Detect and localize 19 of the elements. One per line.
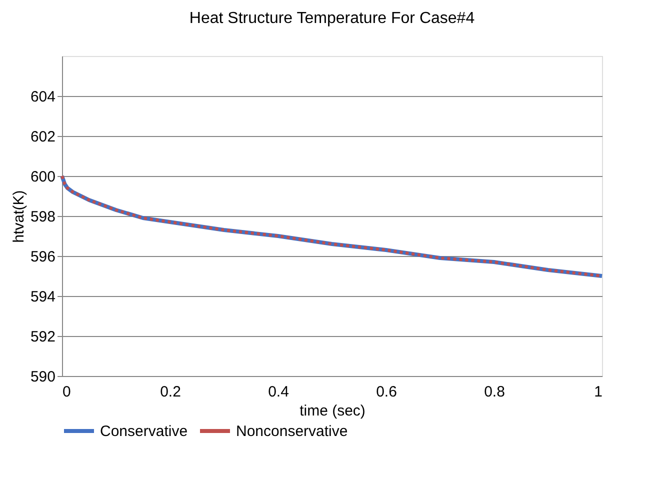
x-tick-label: 1 [594, 384, 602, 400]
y-tick-label: 604 [30, 88, 56, 106]
y-tick-label: 590 [30, 368, 56, 386]
y-tick-label: 598 [30, 208, 56, 226]
y-tick-label: 600 [30, 168, 56, 186]
x-axis-title: time (sec) [300, 402, 366, 420]
y-tick-label: 594 [30, 288, 56, 306]
x-tick-label: 0.8 [484, 384, 505, 400]
y-tick-label: 602 [30, 128, 56, 146]
x-tick-label: 0.2 [160, 384, 181, 400]
x-tick-label: 0.4 [268, 384, 289, 400]
y-axis-title: htvat(K) [10, 190, 28, 243]
legend-label: Conservative [100, 423, 188, 440]
x-tick-label: 0 [62, 384, 71, 400]
legend-label: Nonconservative [236, 423, 348, 440]
x-tick-label: 0.6 [376, 384, 397, 400]
y-tick-label: 596 [30, 248, 56, 266]
y-tick-label: 592 [30, 328, 56, 346]
chart-title: Heat Structure Temperature For Case#4 [189, 10, 475, 27]
